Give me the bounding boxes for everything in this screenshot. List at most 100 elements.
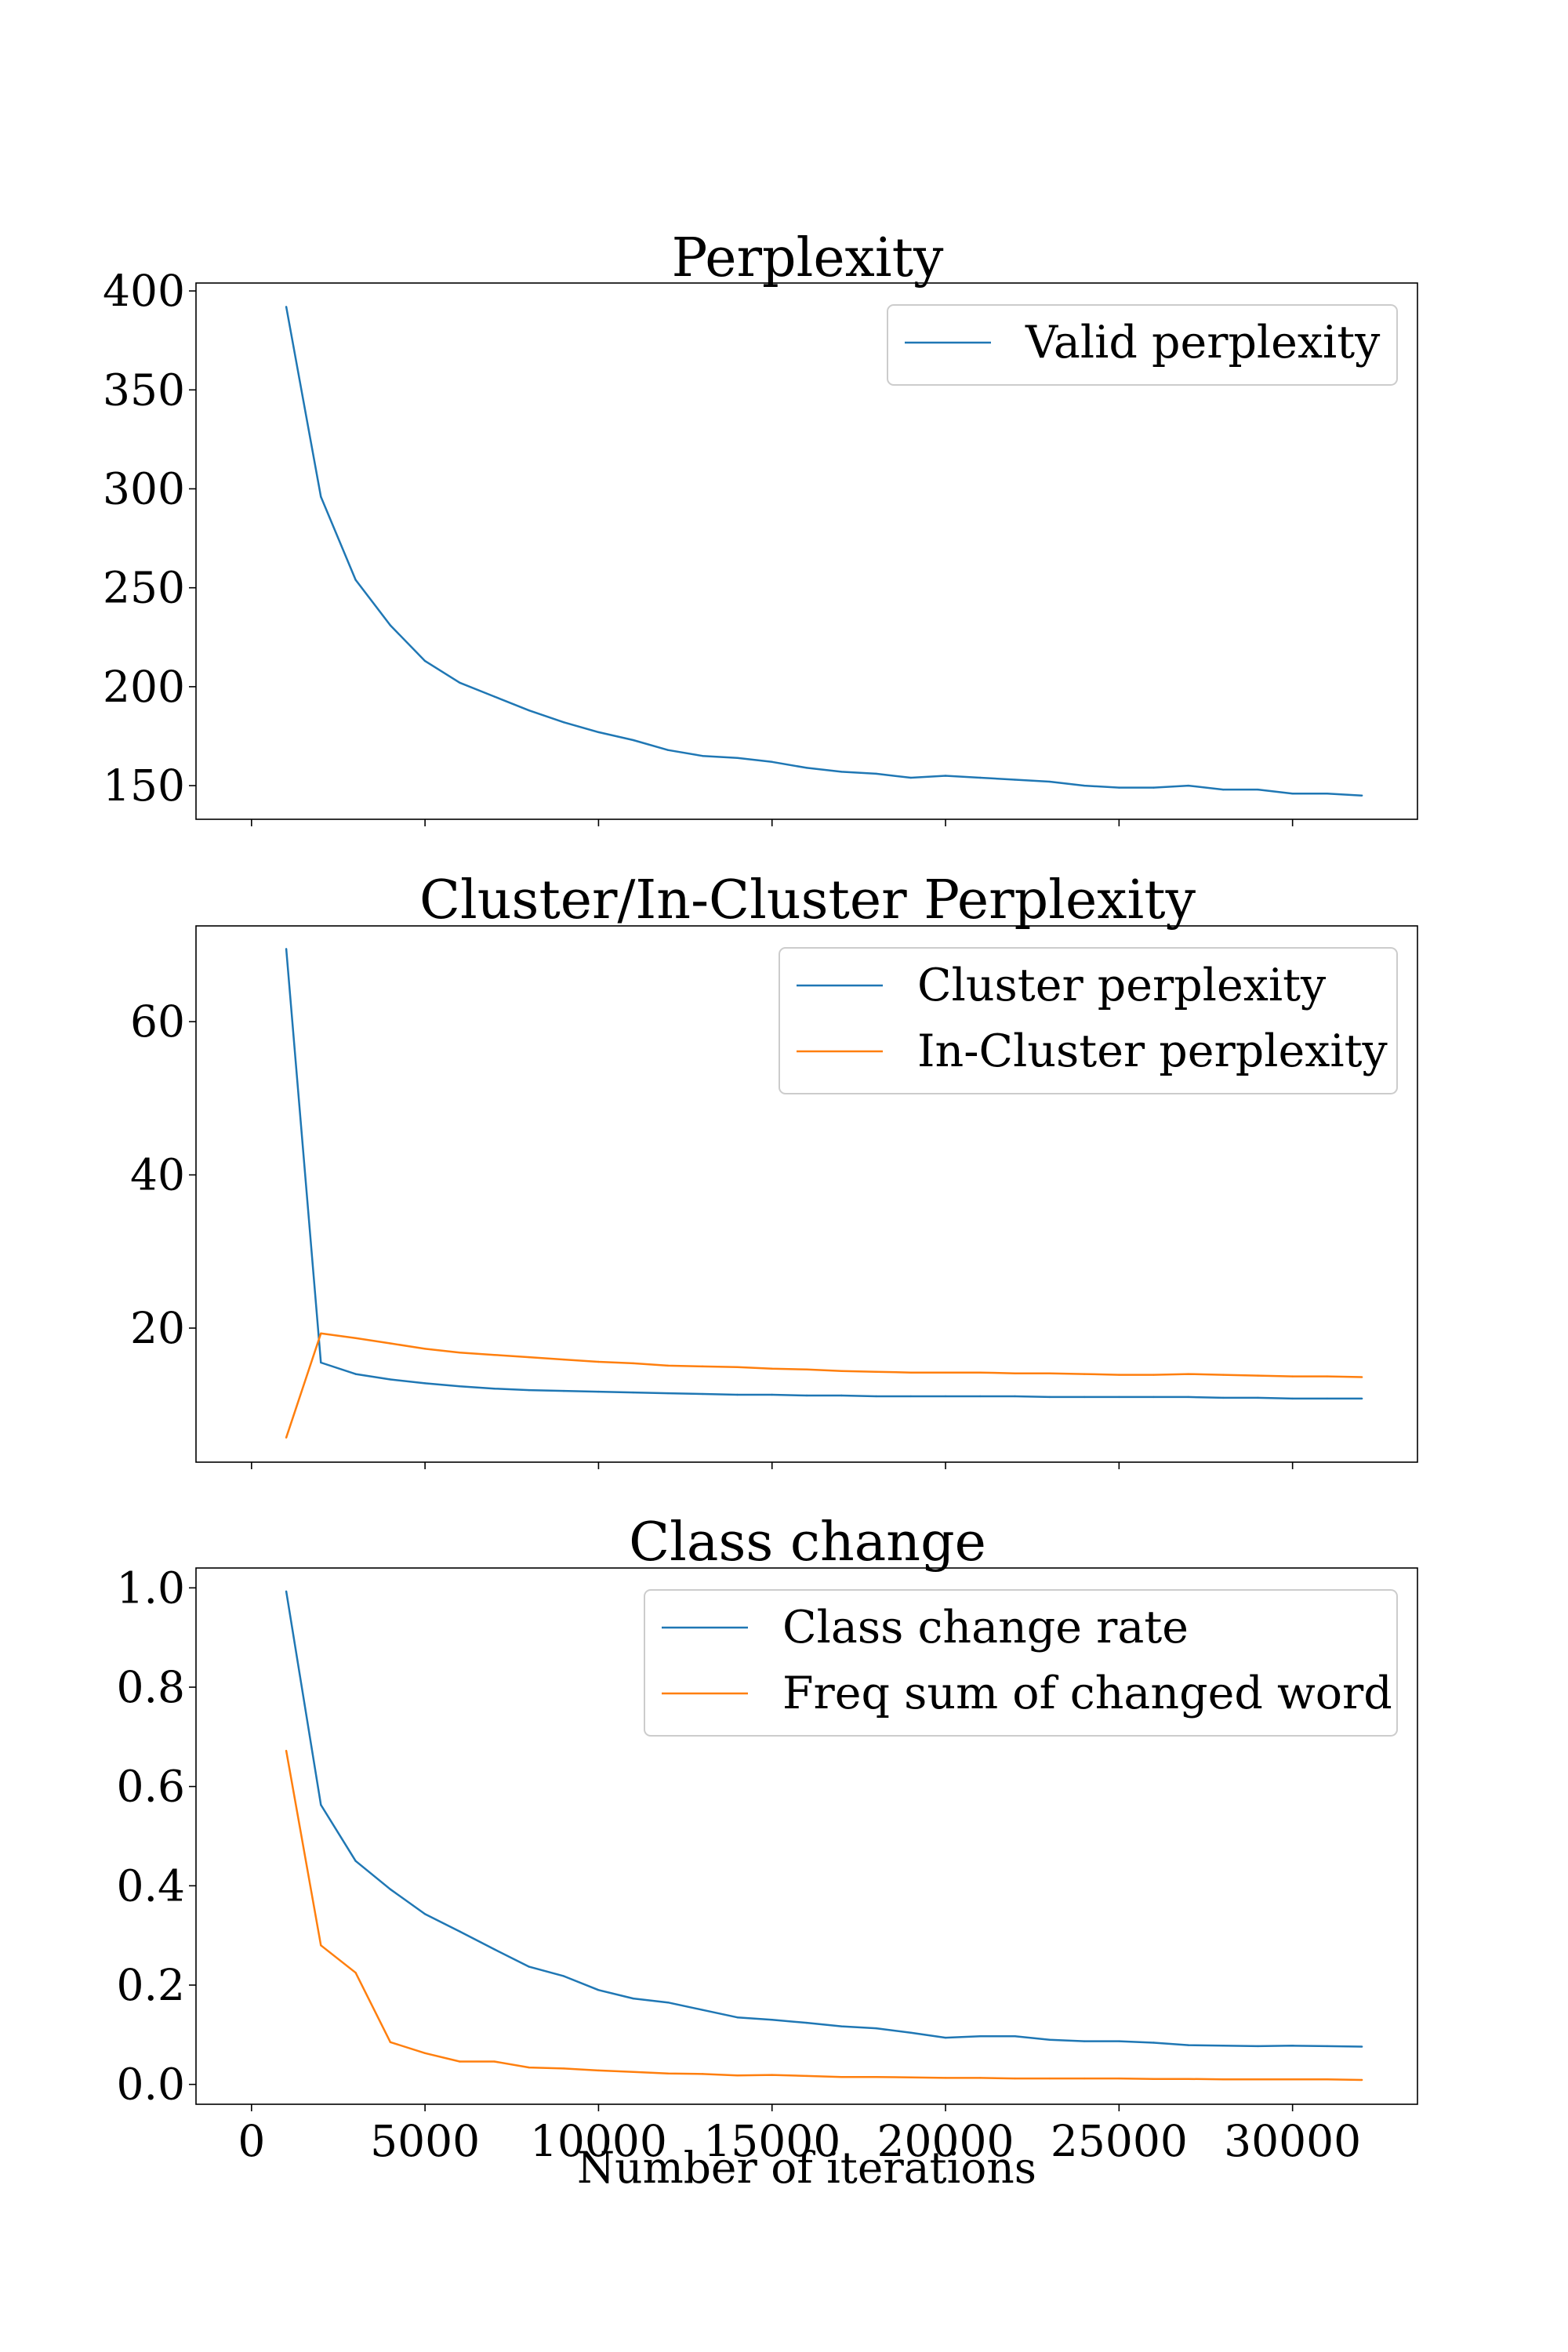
data-point: [909, 776, 912, 779]
x-tick-label: 0: [238, 2116, 265, 2166]
data-point: [702, 2073, 704, 2075]
legend: Class change rate Freq sum of changed wor…: [644, 1589, 1398, 1737]
data-point: [1326, 2078, 1329, 2081]
data-point: [1118, 2040, 1120, 2042]
axes-frame: [195, 925, 1418, 1463]
series-line-freq-sum-of-changed-word: [285, 1750, 1363, 2082]
data-point: [528, 709, 531, 712]
data-point: [389, 1342, 392, 1345]
data-point: [1360, 2045, 1363, 2048]
data-point: [1014, 1372, 1016, 1374]
y-tick-label: 1.0: [117, 1563, 185, 1613]
data-point: [528, 1388, 531, 1392]
data-point: [1014, 1395, 1016, 1398]
data-point: [493, 2060, 495, 2063]
data-point: [1152, 786, 1155, 789]
data-point: [979, 1371, 982, 1374]
data-point: [909, 2076, 912, 2078]
data-point: [1083, 784, 1086, 787]
y-tick-label: 0.2: [117, 1960, 185, 2010]
data-point: [459, 681, 461, 684]
data-point: [840, 1370, 843, 1372]
data-point: [285, 1436, 288, 1439]
data-point: [702, 2009, 704, 2011]
series-line-in-cluster-perplexity: [285, 1332, 1363, 1439]
data-point: [1187, 2044, 1190, 2046]
data-point: [1187, 1396, 1190, 1399]
data-point: [1221, 2078, 1225, 2081]
data-point: [1118, 2077, 1120, 2080]
data-point: [736, 1393, 739, 1396]
legend: Valid perplexity: [887, 304, 1398, 386]
data-point: [771, 2074, 773, 2076]
y-tick-label: 0.0: [117, 2060, 185, 2110]
data-point: [875, 1395, 877, 1398]
data-point: [285, 948, 288, 950]
data-point: [979, 2077, 982, 2079]
data-point: [805, 1368, 808, 1370]
x-tick-label: 15000: [703, 2116, 840, 2166]
data-point: [979, 2035, 982, 2038]
data-point: [562, 1389, 565, 1392]
data-point: [1257, 1396, 1259, 1399]
data-point: [1083, 1373, 1086, 1375]
data-point: [285, 1590, 288, 1592]
data-point: [1326, 2045, 1329, 2048]
data-point: [944, 1371, 947, 1374]
y-tick-label: 300: [103, 463, 185, 514]
data-point: [597, 2069, 600, 2072]
perplexity-panel: Perplexity 150 200 250 300 350 400 Valid perple…: [103, 227, 1418, 826]
data-point: [562, 721, 565, 724]
data-point: [1187, 1373, 1190, 1375]
data-point: [771, 1367, 773, 1370]
data-point: [1014, 2077, 1016, 2080]
data-point: [632, 1362, 634, 1365]
data-point: [979, 776, 982, 779]
x-tick-label: 10000: [530, 2116, 667, 2166]
data-point: [1083, 2077, 1086, 2080]
data-point: [1257, 2045, 1259, 2048]
data-point: [1221, 788, 1225, 791]
data-point: [354, 579, 357, 581]
data-point: [1118, 786, 1120, 789]
data-point: [459, 1385, 461, 1388]
data-point: [805, 1394, 808, 1397]
legend-box: [644, 1589, 1398, 1737]
data-point: [771, 1393, 773, 1396]
data-point: [562, 1975, 565, 1977]
data-point: [840, 2025, 843, 2027]
legend-label: Class change rate: [782, 1602, 1189, 1653]
data-point: [1291, 2045, 1294, 2047]
y-tick-label: 350: [103, 365, 185, 415]
data-point: [354, 1860, 357, 1862]
data-point: [354, 1373, 357, 1375]
data-point: [736, 1366, 739, 1369]
data-point: [736, 2074, 739, 2077]
data-point: [423, 1382, 426, 1385]
data-point: [909, 1395, 912, 1398]
data-point: [875, 1370, 877, 1373]
data-point: [1360, 1397, 1363, 1400]
data-point: [702, 1365, 704, 1368]
y-tick-label: 400: [103, 266, 185, 316]
data-point: [562, 1358, 565, 1361]
data-point: [1291, 792, 1294, 795]
data-point: [1152, 1374, 1155, 1376]
data-point: [1326, 1375, 1329, 1377]
data-point: [840, 2075, 843, 2078]
data-point: [666, 1364, 670, 1367]
data-point: [1152, 2078, 1155, 2080]
data-point: [736, 757, 739, 759]
data-point: [597, 1360, 600, 1363]
legend-label: Freq sum of changed word: [782, 1668, 1392, 1719]
data-point: [702, 755, 704, 757]
axes-frame: [195, 1567, 1418, 2105]
series-line-cluster-perplexity: [285, 949, 1363, 1400]
data-point: [320, 1361, 322, 1364]
data-point: [320, 1944, 322, 1947]
data-point: [979, 1395, 982, 1398]
data-point: [493, 1387, 495, 1390]
data-point: [320, 1332, 322, 1335]
y-tick-label: 0.8: [117, 1662, 185, 1712]
